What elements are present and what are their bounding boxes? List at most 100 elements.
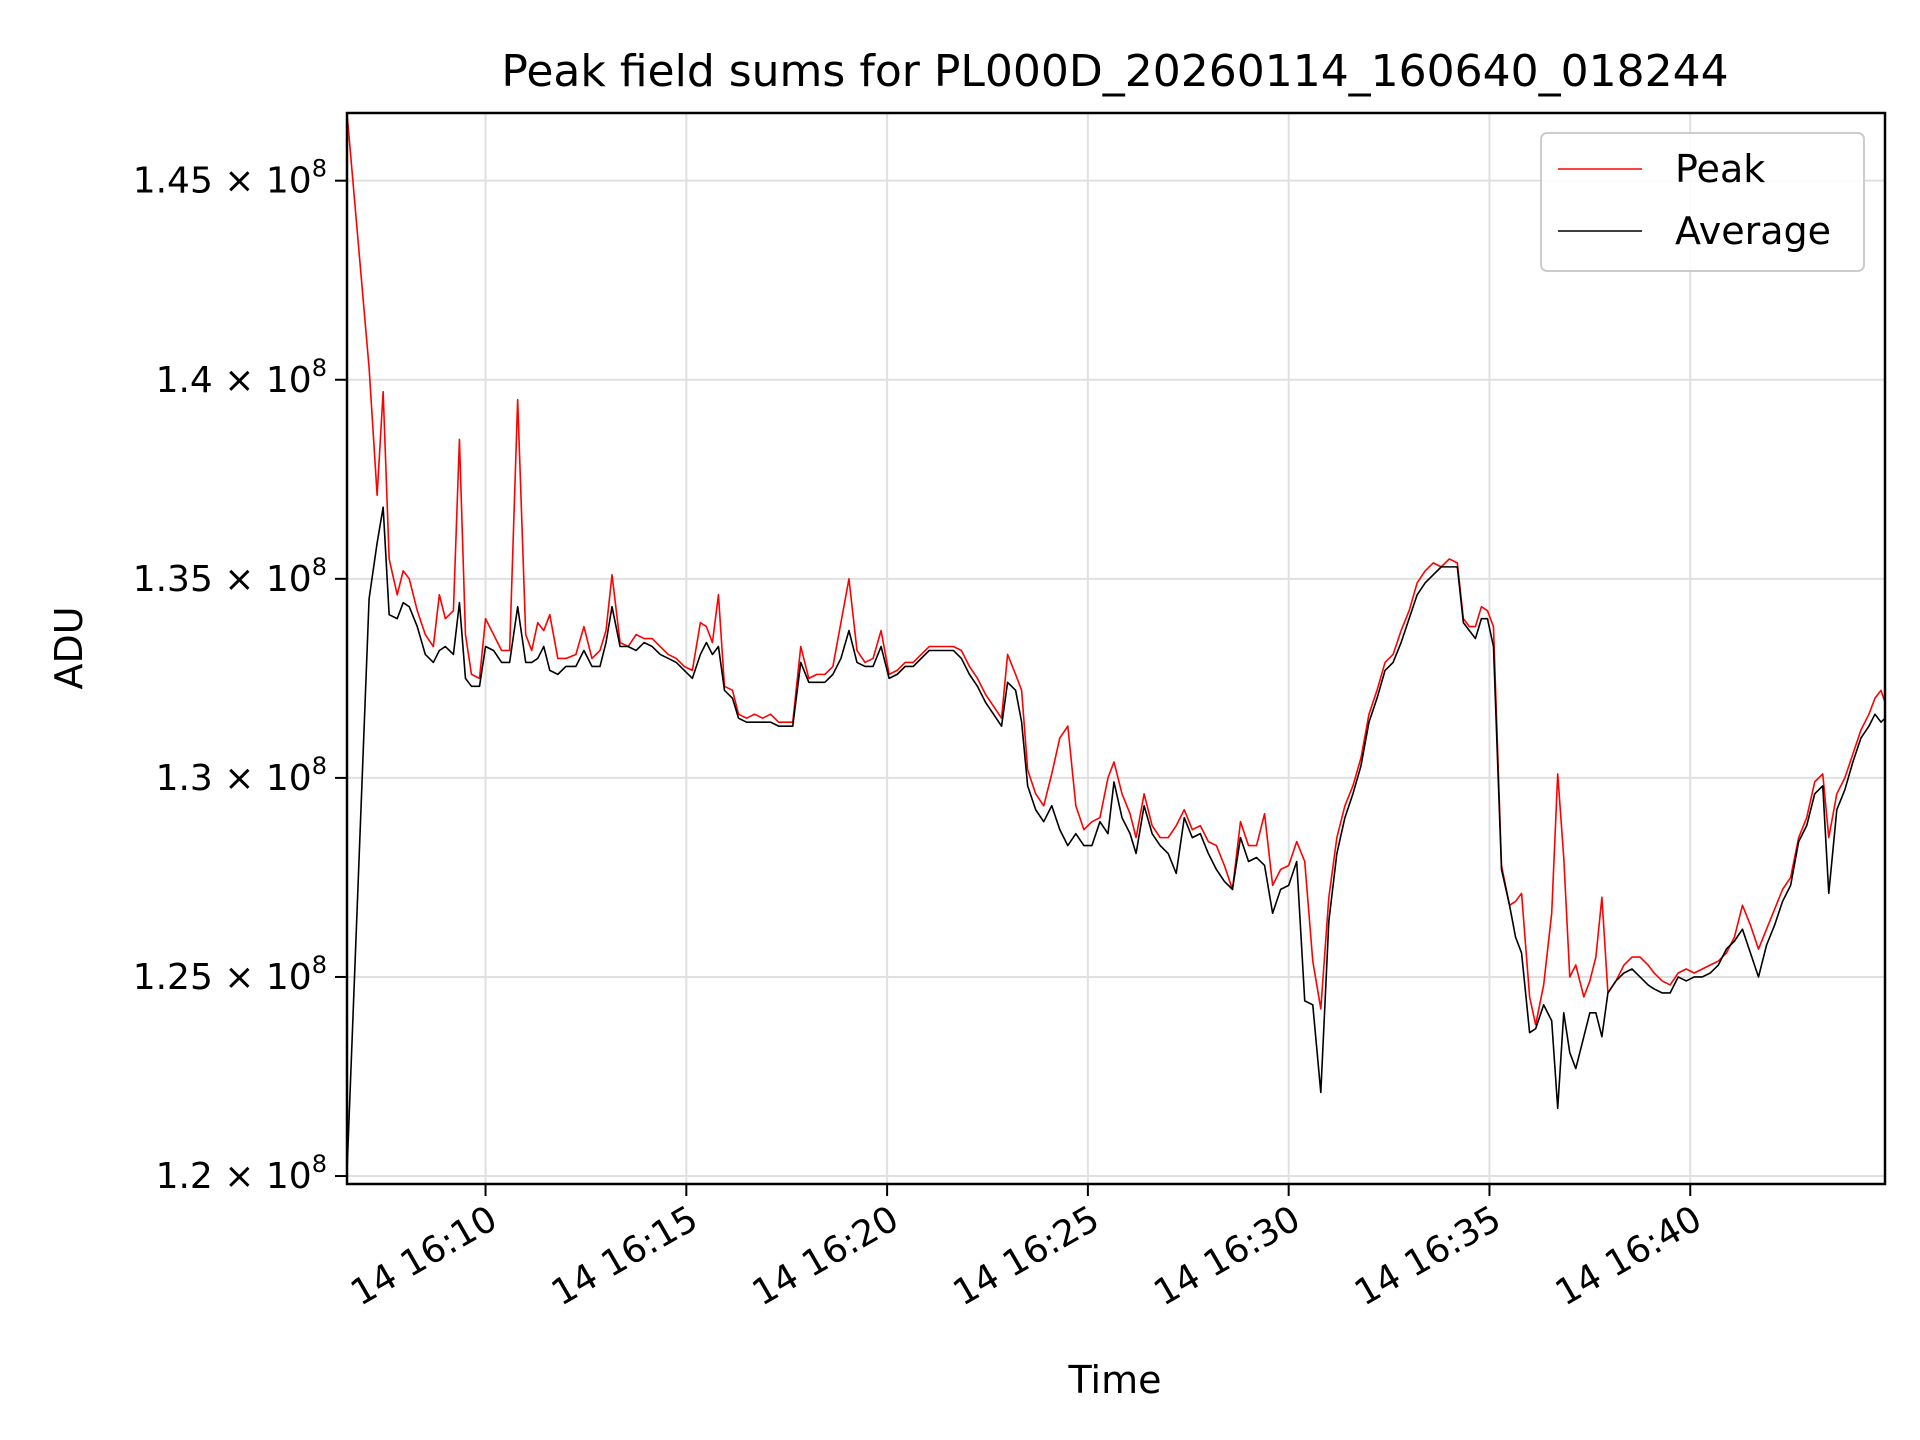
- y-tick-label: 1.2 × 108: [156, 1150, 327, 1197]
- data-point-average: [1873, 713, 1876, 716]
- data-point-average: [1765, 944, 1768, 947]
- data-point-peak: [952, 645, 955, 648]
- data-point-average: [785, 725, 788, 728]
- data-point-average: [872, 665, 875, 668]
- data-point-average: [1508, 904, 1511, 907]
- data-point-peak: [1191, 828, 1194, 831]
- data-point-average: [723, 689, 726, 692]
- data-point-peak: [564, 657, 567, 660]
- legend-label-average: Average: [1675, 209, 1831, 253]
- data-point-average: [627, 645, 630, 648]
- data-point-average: [807, 681, 810, 684]
- data-point-peak: [1106, 776, 1109, 779]
- data-point-peak: [1867, 713, 1870, 716]
- data-point-average: [1606, 991, 1609, 994]
- legend-box: [1540, 132, 1865, 272]
- y-tick-mantissa: 1.35: [133, 559, 213, 600]
- chart-title: Peak field sums for PL000D_20260114_1606…: [501, 46, 1728, 97]
- data-point-peak: [1327, 896, 1330, 899]
- data-point-peak: [1773, 908, 1776, 911]
- series-peak: [346, 112, 1886, 1026]
- data-point-average: [1167, 852, 1170, 855]
- data-point-average: [1733, 940, 1736, 943]
- data-point-peak: [1239, 820, 1242, 823]
- series-line-average: [346, 506, 1886, 1173]
- data-point-average: [1693, 975, 1696, 978]
- data-point-average: [952, 649, 955, 652]
- data-point-average: [1287, 884, 1290, 887]
- data-point-peak: [424, 633, 427, 636]
- data-point-peak: [1151, 824, 1154, 827]
- data-point-average: [1725, 948, 1728, 951]
- data-point-peak: [1749, 924, 1752, 927]
- data-point-average: [705, 641, 708, 644]
- data-point-average: [1239, 836, 1242, 839]
- data-point-average: [611, 605, 614, 608]
- data-point-average: [1327, 920, 1330, 923]
- data-point-average: [928, 649, 931, 652]
- data-point-peak: [1135, 836, 1138, 839]
- data-point-average: [1520, 952, 1523, 955]
- data-point-average: [904, 665, 907, 668]
- data-point-peak: [574, 653, 577, 656]
- data-point-peak: [1066, 725, 1069, 728]
- data-point-peak: [1827, 836, 1830, 839]
- y-tick-base: 10: [266, 559, 312, 600]
- data-point-average: [635, 649, 638, 652]
- data-point-average: [1639, 975, 1642, 978]
- data-point-peak: [1709, 964, 1712, 967]
- data-point-peak: [1295, 840, 1298, 843]
- data-point-peak: [936, 645, 939, 648]
- data-point-average: [1781, 900, 1784, 903]
- data-point-average: [1600, 1035, 1603, 1038]
- data-point-average: [1492, 645, 1495, 648]
- data-point-average: [1376, 697, 1379, 700]
- y-tick-base: 10: [266, 957, 312, 998]
- data-point-peak: [1594, 956, 1597, 959]
- data-point-average: [492, 649, 495, 652]
- data-point-peak: [1400, 629, 1403, 632]
- data-point-average: [944, 649, 947, 652]
- data-point-average: [524, 661, 527, 664]
- data-point-peak: [402, 569, 405, 572]
- y-tick-times: ×: [213, 1156, 266, 1197]
- data-point-peak: [1199, 824, 1202, 827]
- data-point-peak: [1384, 661, 1387, 664]
- data-point-peak: [1020, 689, 1023, 692]
- data-point-peak: [659, 645, 662, 648]
- data-point-average: [683, 669, 686, 672]
- data-point-average: [1000, 725, 1003, 728]
- data-point-peak: [1556, 772, 1559, 775]
- data-point-peak: [1090, 820, 1093, 823]
- data-point-average: [737, 717, 740, 720]
- y-axis-label: ADU: [47, 606, 91, 689]
- data-point-peak: [382, 390, 385, 393]
- data-point-average: [651, 645, 654, 648]
- data-point-peak: [408, 577, 411, 580]
- data-point-average: [1026, 784, 1029, 787]
- y-tick-times: ×: [213, 758, 266, 799]
- data-point-peak: [831, 665, 834, 668]
- data-point-average: [699, 653, 702, 656]
- data-point-average: [1335, 852, 1338, 855]
- y-tick-mantissa: 1.2: [156, 1156, 213, 1197]
- data-point-average: [1622, 971, 1625, 974]
- y-tick-base: 10: [266, 1156, 312, 1197]
- data-point-average: [1588, 1011, 1591, 1014]
- data-point-average: [992, 713, 995, 716]
- legend: Peak Average: [1540, 132, 1865, 272]
- grid: [347, 113, 1885, 1184]
- data-point-average: [745, 721, 748, 724]
- data-point-average: [815, 681, 818, 684]
- data-point-average: [880, 645, 883, 648]
- data-point-peak: [1351, 784, 1354, 787]
- data-point-average: [452, 653, 455, 656]
- data-point-average: [1456, 565, 1459, 568]
- data-point-average: [1653, 987, 1656, 990]
- data-point-peak: [1582, 995, 1585, 998]
- data-point-average: [1843, 788, 1846, 791]
- data-point-average: [1661, 991, 1664, 994]
- data-point-average: [530, 661, 533, 664]
- data-point-average: [1851, 760, 1854, 763]
